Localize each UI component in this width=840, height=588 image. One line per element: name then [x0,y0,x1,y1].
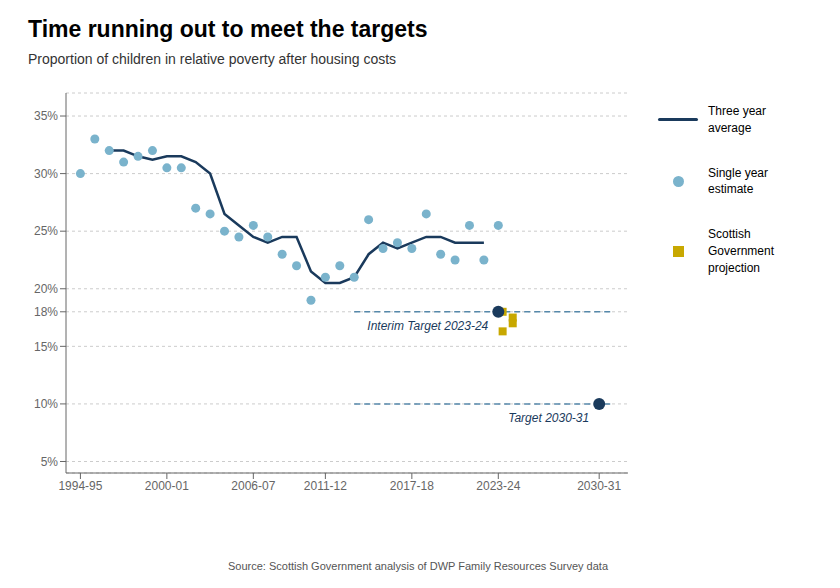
svg-text:1994-95: 1994-95 [58,479,102,493]
svg-text:10%: 10% [34,397,58,411]
html-text:Scottish Government projection: Scottish Government projection [708,227,774,275]
svg-text:2017-18: 2017-18 [390,479,434,493]
svg-text:20%: 20% [34,282,58,296]
svg-text:5%: 5% [41,455,59,469]
svg-text:2023-24: 2023-24 [476,479,520,493]
svg-text:25%: 25% [34,224,58,238]
svg-text:30%: 30% [34,167,58,181]
html-text:Proportion of children in rela: Proportion of children in relative pover… [28,51,397,67]
svg-text:18%: 18% [34,305,58,319]
svg-text:2000-01: 2000-01 [145,479,189,493]
html-text:Three year average: Three year average [708,104,766,135]
svg-text:2030-31: 2030-31 [577,479,621,493]
svg-text:Interim Target 2023-24: Interim Target 2023-24 [367,319,488,333]
html-text:Time running out to meet the t: Time running out to meet the targets [28,16,428,42]
svg-text:2011-12: 2011-12 [304,479,347,493]
svg-text:2006-07: 2006-07 [231,479,275,493]
html-text:Single year estimate: Single year estimate [708,165,768,197]
svg-text:Target 2030-31: Target 2030-31 [508,411,589,425]
html-text:Source: Scottish Government an: Source: Scottish Government analysis of … [228,560,608,572]
svg-text:15%: 15% [34,340,58,354]
svg-text:35%: 35% [34,109,58,123]
